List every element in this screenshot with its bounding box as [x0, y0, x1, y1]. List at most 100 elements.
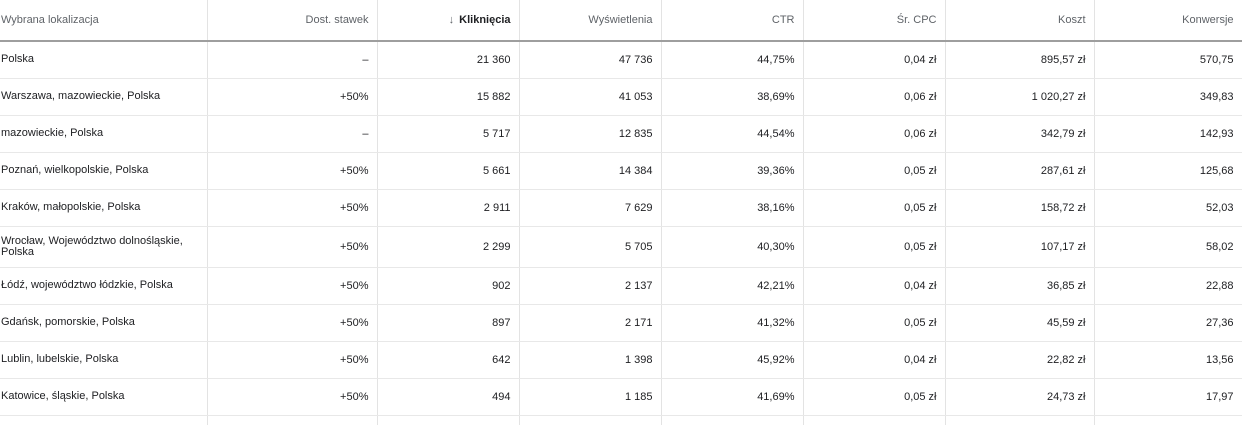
cell-cost: 107,17 zł [945, 226, 1095, 268]
empty-cell [377, 415, 520, 425]
table-body: Polska –21 360 47 736 44,75% 0,04 zł 895,57 z… [0, 41, 1242, 425]
cell-avg-cpc: 0,06 zł [803, 78, 946, 116]
cell-conversions: 52,03 [1094, 189, 1242, 227]
table-row[interactable]: Katowice, śląskie, Polska +50% 494 1 185 41,… [0, 378, 1242, 416]
column-header-conversions[interactable]: Konwersje [1094, 0, 1242, 42]
cell-ctr: 45,92% [661, 341, 804, 379]
cell-impressions: 7 629 [519, 189, 662, 227]
column-header-bid-adjustment[interactable]: Dost. stawek [207, 0, 378, 42]
table-row[interactable]: mazowieckie, Polska –5 717 12 835 44,54% 0,0… [0, 115, 1242, 153]
cell-impressions: 2 137 [519, 267, 662, 305]
empty-cell [803, 415, 946, 425]
cell-conversions: 570,75 [1094, 41, 1242, 79]
cell-ctr: 42,21% [661, 267, 804, 305]
table-row[interactable]: Kraków, małopolskie, Polska +50% 2 911 7 62… [0, 189, 1242, 227]
cell-conversions: 13,56 [1094, 341, 1242, 379]
cell-conversions: 17,97 [1094, 378, 1242, 416]
cell-cost: 24,73 zł [945, 378, 1095, 416]
column-header-label: Dost. stawek [305, 14, 369, 26]
cell-avg-cpc: 0,05 zł [803, 378, 946, 416]
cell-avg-cpc: 0,04 zł [803, 341, 946, 379]
empty-cell [661, 415, 804, 425]
column-header-label: Konwersje [1182, 14, 1234, 26]
cell-bid-adjustment: +50% [207, 378, 378, 416]
cell-clicks: 897 [377, 304, 520, 342]
cell-impressions: 1 398 [519, 341, 662, 379]
cell-cost: 158,72 zł [945, 189, 1095, 227]
cell-impressions: 2 171 [519, 304, 662, 342]
cell-bid-adjustment: +50% [207, 226, 378, 268]
column-header-clicks[interactable]: ↓ Kliknięcia [377, 0, 520, 42]
column-header-avg-cpc[interactable]: Śr. CPC [803, 0, 946, 42]
table-header: Wybrana lokalizacja Dost. stawek ↓ Klikni… [0, 0, 1242, 42]
cell-bid-adjustment: +50% [207, 341, 378, 379]
cell-avg-cpc: 0,04 zł [803, 41, 946, 79]
cell-clicks: 642 [377, 341, 520, 379]
cell-ctr: 41,32% [661, 304, 804, 342]
table-row[interactable]: Wrocław, Województwo dolnośląskie, Polsk… [0, 226, 1242, 268]
cell-bid-adjustment: +50% [207, 152, 378, 190]
empty-cell [1094, 415, 1242, 425]
column-header-cost[interactable]: Koszt [945, 0, 1095, 42]
cell-cost: 36,85 zł [945, 267, 1095, 305]
cell-bid-adjustment: +50% [207, 267, 378, 305]
cell-bid-adjustment: +50% [207, 304, 378, 342]
cell-ctr: 41,69% [661, 378, 804, 416]
cell-ctr: 38,16% [661, 189, 804, 227]
column-header-label: Kliknięcia [459, 14, 511, 26]
cell-ctr: 39,36% [661, 152, 804, 190]
cell-conversions: 142,93 [1094, 115, 1242, 153]
cell-location: Katowice, śląskie, Polska [0, 378, 208, 416]
table-row[interactable]: Lublin, lubelskie, Polska +50% 642 1 398 45,… [0, 341, 1242, 379]
cell-ctr: 44,54% [661, 115, 804, 153]
cell-impressions: 5 705 [519, 226, 662, 268]
empty-cell [519, 415, 662, 425]
column-header-label: Koszt [1057, 14, 1086, 26]
arrow-down-icon: ↓ [448, 14, 455, 26]
cell-ctr: 40,30% [661, 226, 804, 268]
cell-location: Łódź, województwo łódzkie, Polska [0, 267, 208, 305]
cell-clicks: 494 [377, 378, 520, 416]
cell-conversions: 125,68 [1094, 152, 1242, 190]
cell-impressions: 1 185 [519, 378, 662, 416]
column-header-label: Wybrana lokalizacja [1, 14, 99, 26]
cell-clicks: 902 [377, 267, 520, 305]
cell-avg-cpc: 0,04 zł [803, 267, 946, 305]
cell-impressions: 14 384 [519, 152, 662, 190]
cell-clicks: 5 661 [377, 152, 520, 190]
table-row[interactable]: Polska –21 360 47 736 44,75% 0,04 zł 895,57 z… [0, 41, 1242, 79]
cell-bid-adjustment: +50% [207, 78, 378, 116]
table-row-partial [0, 415, 1242, 425]
cell-impressions: 41 053 [519, 78, 662, 116]
cell-conversions: 349,83 [1094, 78, 1242, 116]
table-row[interactable]: Poznań, wielkopolskie, Polska +50% 5 661 14… [0, 152, 1242, 190]
header-row: Wybrana lokalizacja Dost. stawek ↓ Klikni… [0, 0, 1242, 42]
cell-location: Polska [0, 41, 208, 79]
cell-cost: 287,61 zł [945, 152, 1095, 190]
column-header-ctr[interactable]: CTR [661, 0, 804, 42]
cell-cost: 342,79 zł [945, 115, 1095, 153]
column-header-location[interactable]: Wybrana lokalizacja [0, 0, 208, 42]
column-header-impressions[interactable]: Wyświetlenia [519, 0, 662, 42]
cell-conversions: 27,36 [1094, 304, 1242, 342]
cell-ctr: 38,69% [661, 78, 804, 116]
cell-cost: 1 020,27 zł [945, 78, 1095, 116]
cell-avg-cpc: 0,05 zł [803, 304, 946, 342]
cell-ctr: 44,75% [661, 41, 804, 79]
table-row[interactable]: Łódź, województwo łódzkie, Polska +50% 902… [0, 267, 1242, 305]
cell-location: Lublin, lubelskie, Polska [0, 341, 208, 379]
cell-bid-adjustment: – [207, 41, 378, 79]
table-row[interactable]: Warszawa, mazowieckie, Polska +50% 15 882 4… [0, 78, 1242, 116]
cell-avg-cpc: 0,05 zł [803, 189, 946, 227]
column-header-label: CTR [771, 14, 795, 26]
cell-avg-cpc: 0,05 zł [803, 226, 946, 268]
table-row[interactable]: Gdańsk, pomorskie, Polska +50% 897 2 171 41,… [0, 304, 1242, 342]
cell-avg-cpc: 0,06 zł [803, 115, 946, 153]
cell-clicks: 2 299 [377, 226, 520, 268]
cell-location: Wrocław, Województwo dolnośląskie, Polsk… [0, 226, 208, 268]
cell-clicks: 2 911 [377, 189, 520, 227]
cell-clicks: 5 717 [377, 115, 520, 153]
cell-location: mazowieckie, Polska [0, 115, 208, 153]
cell-location: Poznań, wielkopolskie, Polska [0, 152, 208, 190]
